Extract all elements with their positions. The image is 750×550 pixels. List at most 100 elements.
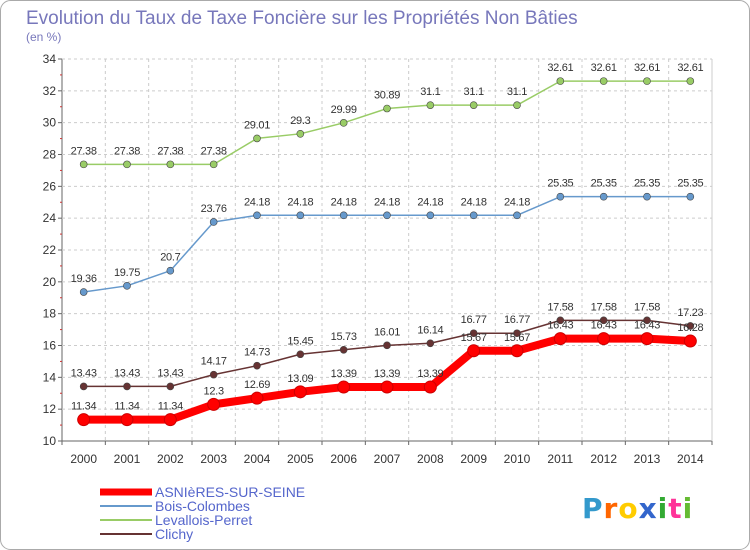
data-point-clichy <box>686 322 695 330</box>
x-axis: 2000 2001 2002 2003 2004 2005 2006 2007 2008 2009… <box>61 441 713 466</box>
y-tick-label: 28 <box>43 148 57 162</box>
data-point-clichy <box>296 350 305 359</box>
y-tick-label: 16 <box>43 339 57 353</box>
data-point-levallois-perret <box>166 160 175 169</box>
data-point-levallois-perret <box>253 134 261 143</box>
data-label-bois-colombes: 25.35 <box>591 178 617 190</box>
x-tick-label: 2014 <box>677 452 704 466</box>
data-label-bois-colombes: 25.35 <box>634 178 660 190</box>
logo-letter: i <box>658 492 669 525</box>
data-label-clichy: 15.45 <box>287 335 313 347</box>
data-point-asni-res-sur-seine <box>423 380 437 394</box>
data-label-clichy: 17.58 <box>634 301 660 313</box>
x-tick-label: 2011 <box>547 452 573 466</box>
x-tick-label: 2003 <box>200 452 227 466</box>
data-label-levallois-perret: 31.1 <box>420 86 440 98</box>
data-label-levallois-perret: 27.38 <box>201 145 227 157</box>
data-label-levallois-perret: 27.38 <box>71 145 97 157</box>
data-point-asni-res-sur-seine <box>120 413 134 427</box>
data-point-clichy <box>426 339 435 348</box>
data-label-bois-colombes: 20.7 <box>160 252 180 264</box>
data-point-bois-colombes <box>123 282 131 290</box>
data-label-clichy: 17.58 <box>547 301 573 313</box>
data-label-clichy: 16.77 <box>461 314 487 326</box>
data-point-levallois-perret <box>686 77 695 85</box>
data-point-bois-colombes <box>383 211 391 220</box>
data-point-clichy <box>123 382 131 391</box>
y-tick-label: 22 <box>43 243 57 257</box>
legend-label-levallois-perret: Levallois-Perret <box>155 512 252 528</box>
data-label-bois-colombes: 24.18 <box>331 196 357 208</box>
data-point-levallois-perret <box>296 130 305 138</box>
x-tick-label: 2010 <box>504 452 531 466</box>
logo-letter: r <box>604 492 619 525</box>
y-tick-label: 14 <box>43 370 57 384</box>
data-point-clichy <box>339 345 348 354</box>
data-point-asni-res-sur-seine <box>683 334 697 348</box>
data-point-bois-colombes <box>79 288 88 296</box>
data-label-asni-res-sur-seine: 16.43 <box>591 320 617 332</box>
y-tick-label: 24 <box>43 211 57 225</box>
data-point-asni-res-sur-seine <box>207 397 221 411</box>
data-label-levallois-perret: 32.61 <box>591 62 617 74</box>
data-point-clichy <box>383 341 391 350</box>
data-label-levallois-perret: 32.61 <box>634 62 660 74</box>
data-label-clichy: 16.14 <box>417 324 443 336</box>
data-point-asni-res-sur-seine <box>77 413 91 427</box>
data-point-clichy <box>513 329 521 338</box>
data-point-clichy <box>166 382 175 391</box>
data-point-levallois-perret <box>643 77 651 85</box>
x-tick-label: 2001 <box>114 452 141 466</box>
data-point-asni-res-sur-seine <box>250 391 264 405</box>
x-tick-label: 2000 <box>70 452 97 466</box>
data-label-levallois-perret: 32.61 <box>677 62 703 74</box>
data-point-bois-colombes <box>209 218 218 226</box>
data-point-bois-colombes <box>599 192 608 201</box>
data-label-asni-res-sur-seine: 16.43 <box>547 320 573 332</box>
legend-label-clichy: Clichy <box>155 526 193 542</box>
data-point-bois-colombes <box>296 211 305 220</box>
legend: ASNIèRES-SUR-SEINEBois-ColombesLevallois… <box>100 484 305 542</box>
data-label-levallois-perret: 31.1 <box>507 86 527 98</box>
logo-letter: P <box>582 492 604 525</box>
logo-letter: o <box>618 492 638 525</box>
data-label-bois-colombes: 25.35 <box>547 178 573 190</box>
chart-title: Evolution du Taux de Taxe Foncière sur l… <box>26 8 578 29</box>
data-label-clichy: 14.73 <box>244 347 270 359</box>
y-tick-label: 32 <box>43 84 57 98</box>
legend-label-asni-res-sur-seine: ASNIèRES-SUR-SEINE <box>155 484 305 500</box>
data-label-clichy: 13.43 <box>157 367 183 379</box>
data-point-asni-res-sur-seine <box>510 344 524 358</box>
logo-text: Proxiti <box>582 492 693 525</box>
chart-subtitle: (en %) <box>26 30 61 44</box>
data-point-clichy <box>253 361 261 370</box>
y-tick-label: 18 <box>43 307 57 321</box>
data-point-levallois-perret <box>209 160 218 169</box>
data-label-clichy: 17.23 <box>677 307 703 319</box>
x-tick-label: 2007 <box>374 452 401 466</box>
series-layer <box>77 77 697 427</box>
data-label-levallois-perret: 29.99 <box>331 104 357 116</box>
data-label-bois-colombes: 23.76 <box>201 203 227 215</box>
data-point-bois-colombes <box>469 211 478 220</box>
x-tick-label: 2012 <box>590 452 617 466</box>
x-tick-label: 2004 <box>244 452 271 466</box>
data-label-levallois-perret: 31.1 <box>464 86 484 98</box>
data-label-asni-res-sur-seine: 13.39 <box>417 368 443 380</box>
y-tick-label: 10 <box>43 434 57 448</box>
data-label-asni-res-sur-seine: 11.34 <box>158 401 183 413</box>
x-tick-label: 2013 <box>634 452 661 466</box>
data-point-levallois-perret <box>123 160 131 169</box>
x-tick-label: 2006 <box>330 452 357 466</box>
x-tick-label: 2002 <box>157 452 184 466</box>
data-point-asni-res-sur-seine <box>337 380 351 394</box>
data-point-levallois-perret <box>556 77 565 85</box>
data-label-levallois-perret: 29.01 <box>244 119 270 131</box>
data-label-asni-res-sur-seine: 15.67 <box>461 332 487 344</box>
logo-letter: x <box>639 492 658 525</box>
data-point-asni-res-sur-seine <box>640 332 654 346</box>
data-label-asni-res-sur-seine: 13.39 <box>374 368 400 380</box>
data-point-levallois-perret <box>79 160 88 169</box>
data-point-bois-colombes <box>253 211 261 220</box>
